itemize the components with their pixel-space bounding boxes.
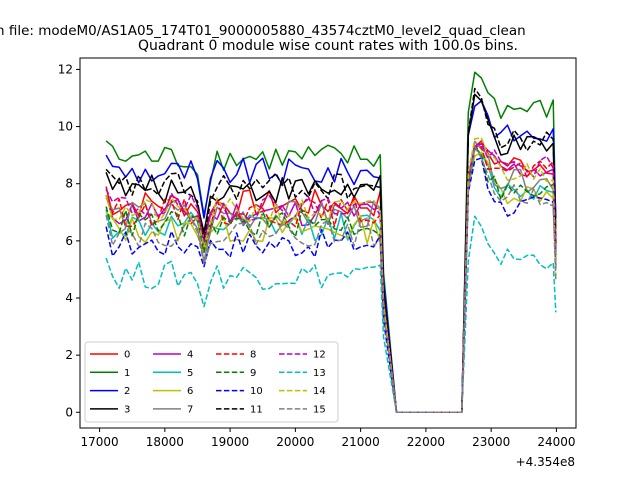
series-line-10 xyxy=(105,157,557,414)
legend-label-7: 7 xyxy=(187,404,193,415)
series-line-15 xyxy=(105,146,557,414)
legend-label-13: 13 xyxy=(313,368,326,379)
y-tick-label: 8 xyxy=(65,177,73,191)
x-tick-label: 24000 xyxy=(537,435,575,449)
y-tick-label: 6 xyxy=(65,234,73,248)
legend-label-6: 6 xyxy=(187,386,193,397)
legend-label-12: 12 xyxy=(313,350,326,361)
x-tick-label: 20000 xyxy=(276,435,314,449)
series-layer xyxy=(105,71,557,414)
y-tick-label: 4 xyxy=(65,291,73,305)
series-line-11 xyxy=(105,87,557,414)
legend-label-8: 8 xyxy=(250,350,256,361)
y-tick-label: 12 xyxy=(58,62,73,76)
legend-label-9: 9 xyxy=(250,368,256,379)
legend-box xyxy=(84,341,339,423)
series-line-8 xyxy=(105,145,557,414)
series-line-9 xyxy=(105,145,557,414)
y-tick-label: 2 xyxy=(65,348,73,362)
series-line-13 xyxy=(105,215,557,414)
x-tick-label: 22000 xyxy=(407,435,445,449)
legend-label-5: 5 xyxy=(187,368,193,379)
legend-label-3: 3 xyxy=(124,404,130,415)
x-tick-label: 21000 xyxy=(342,435,380,449)
y-axis: 0 2 4 6 8 10 12 xyxy=(58,62,80,419)
plot-frame xyxy=(79,57,577,429)
legend-label-14: 14 xyxy=(313,386,326,397)
legend-label-0: 0 xyxy=(124,350,130,361)
series-line-1 xyxy=(105,71,557,414)
y-tick-label: 10 xyxy=(58,120,73,134)
x-axis: 17000 18000 19000 20000 21000 22000 23000 24000 xyxy=(80,428,576,449)
series-line-14 xyxy=(105,137,557,414)
legend-label-4: 4 xyxy=(187,350,193,361)
chart-title: Quadrant 0 module wise count rates with … xyxy=(138,38,518,54)
x-tick-label: 18000 xyxy=(146,435,184,449)
legend-label-2: 2 xyxy=(124,386,130,397)
x-offset-label: +4.354e8 xyxy=(516,455,575,469)
legend-label-1: 1 xyxy=(124,368,130,379)
figure-suptitle: n file: modeM0/AS1A05_174T01_9000005880_… xyxy=(0,23,526,39)
legend-label-11: 11 xyxy=(250,404,263,415)
x-tick-label: 19000 xyxy=(211,435,249,449)
x-tick-label: 17000 xyxy=(80,435,118,449)
y-tick-label: 0 xyxy=(65,405,73,419)
x-tick-label: 23000 xyxy=(472,435,510,449)
legend-label-15: 15 xyxy=(313,404,326,415)
legend-label-10: 10 xyxy=(250,386,263,397)
